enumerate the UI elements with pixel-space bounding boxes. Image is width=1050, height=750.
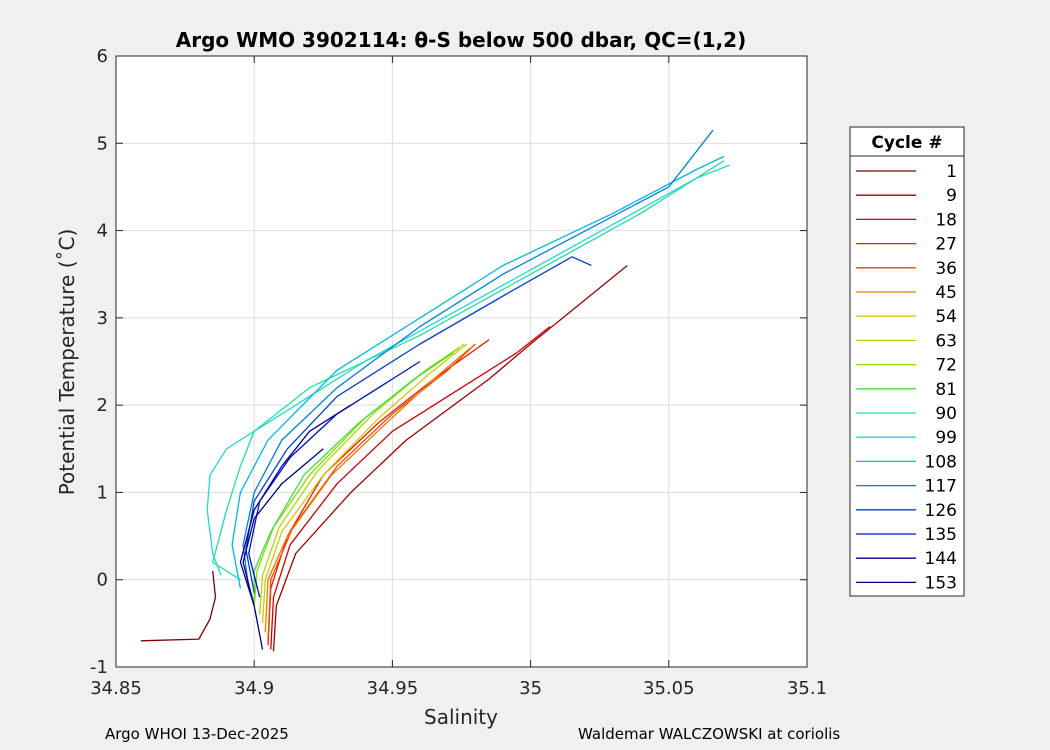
series-line-cycle-153 — [242, 448, 324, 650]
legend-label-cycle-9: 9 — [946, 186, 957, 206]
legend-title: Cycle # — [871, 133, 942, 153]
legend-label-cycle-36: 36 — [935, 259, 957, 279]
y-tick-label: 5 — [97, 133, 108, 154]
chart-title: Argo WMO 3902114: θ-S below 500 dbar, QC… — [176, 28, 746, 52]
legend-label-cycle-135: 135 — [925, 525, 957, 545]
legend-label-cycle-72: 72 — [935, 356, 957, 376]
x-tick-label: 34.95 — [367, 678, 419, 699]
series-line-cycle-108 — [231, 155, 725, 589]
legend: Cycle # 19182736455463728190991081171261… — [849, 126, 965, 597]
y-tick-label: 6 — [97, 46, 108, 67]
series-line-cycle-1 — [140, 570, 217, 642]
x-tick-label: 35.05 — [643, 678, 695, 699]
axis-ticks: 34.85 34.9 34.95 35 35.05 35.1 -1 0 1 2 3 4 5 6 — [90, 46, 827, 699]
legend-label-cycle-99: 99 — [935, 428, 957, 448]
x-tick-label: 34.85 — [90, 678, 142, 699]
series-line-cycle-54 — [261, 343, 468, 624]
legend-label-cycle-126: 126 — [925, 501, 957, 521]
x-axis-label: Salinity — [424, 705, 498, 729]
x-tick-label: 35.1 — [787, 678, 827, 699]
data-lines — [140, 129, 730, 652]
legend-label-cycle-1: 1 — [946, 162, 957, 182]
series-line-cycle-99 — [206, 164, 730, 576]
y-tick-label: -1 — [90, 657, 108, 678]
legend-label-cycle-45: 45 — [935, 283, 957, 303]
legend-label-cycle-81: 81 — [935, 380, 957, 400]
legend-label-cycle-108: 108 — [925, 452, 957, 472]
y-tick-label: 3 — [97, 308, 108, 329]
series-line-cycle-117 — [242, 129, 714, 589]
legend-label-cycle-18: 18 — [935, 210, 957, 230]
series-line-cycle-81 — [253, 352, 454, 602]
series-line-cycle-18 — [270, 326, 551, 650]
legend-label-cycle-63: 63 — [935, 331, 957, 351]
y-axis-label: Potential Temperature (˚C) — [55, 229, 79, 496]
y-tick-label: 2 — [97, 395, 108, 416]
series-line-cycle-9 — [272, 264, 628, 652]
y-tick-label: 0 — [97, 570, 108, 591]
series-line-cycle-36 — [267, 343, 476, 641]
legend-label-cycle-117: 117 — [925, 477, 957, 497]
x-tick-label: 34.9 — [234, 678, 274, 699]
series-line-cycle-90 — [212, 160, 725, 581]
x-tick-label: 35 — [519, 678, 542, 699]
legend-label-cycle-144: 144 — [925, 549, 957, 569]
series-line-cycle-144 — [239, 404, 352, 607]
legend-label-cycle-27: 27 — [935, 235, 957, 255]
y-tick-label: 4 — [97, 221, 108, 242]
legend-label-cycle-90: 90 — [935, 404, 957, 424]
axes-box — [115, 55, 808, 668]
plot-area — [116, 56, 807, 667]
legend-label-cycle-153: 153 — [925, 573, 957, 593]
footer-source: Argo WHOI 13-Dec-2025 — [105, 725, 289, 743]
footer-credit: Waldemar WALCZOWSKI at coriolis — [578, 725, 841, 743]
legend-items: 1 9 18 27 36 45 54 63 72 81 90 99 108 117 126 135 144 153 — [856, 162, 957, 593]
legend-label-cycle-54: 54 — [935, 307, 957, 327]
series-line-cycle-135 — [248, 360, 421, 598]
grid-lines — [116, 56, 807, 667]
y-tick-label: 1 — [97, 482, 108, 503]
legend-box — [849, 126, 965, 597]
series-line-cycle-45 — [264, 347, 471, 633]
